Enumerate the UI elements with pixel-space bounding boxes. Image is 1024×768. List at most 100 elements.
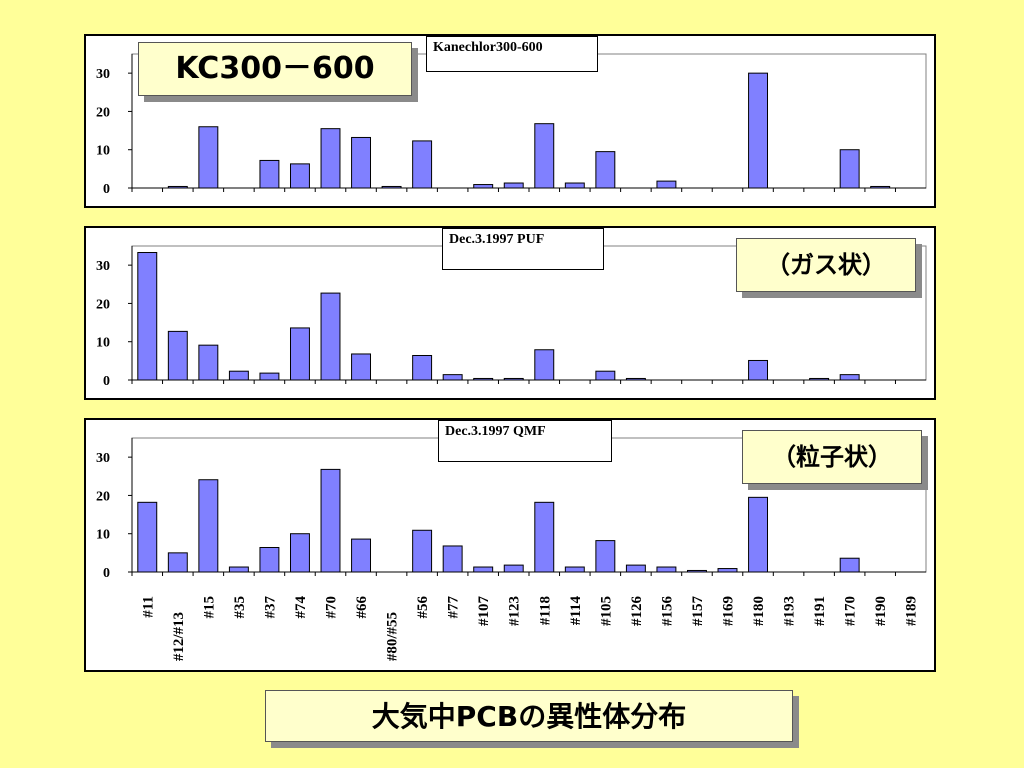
bar-156: [656, 180, 677, 189]
x-tick-label: #74: [293, 596, 309, 619]
y-tick-label: 10: [96, 528, 110, 543]
chart-svg: 0 10 20 30: [96, 53, 927, 197]
bar-35: [228, 370, 249, 381]
bar-105: [595, 370, 616, 381]
x-tick-label: #190: [873, 596, 889, 626]
x-tick-label: #80/#55: [385, 612, 401, 661]
bar-180: [748, 496, 769, 573]
bar-170: [839, 374, 860, 381]
bar-105: [595, 151, 616, 189]
x-tick-label: #126: [629, 596, 645, 627]
bar-126: [625, 564, 646, 573]
bar-118: [534, 123, 555, 189]
bar-169: [717, 568, 738, 573]
bar-123: [503, 564, 524, 573]
x-tick-label: #180: [751, 596, 767, 626]
bar-105: [595, 540, 616, 573]
bar-56: [412, 354, 433, 381]
chart-badge: （ガス状）: [736, 238, 916, 292]
bar-15: [198, 479, 219, 573]
y-tick-label: 30: [96, 451, 110, 466]
page-title: 大気中PCBの異性体分布: [265, 690, 793, 742]
chart-svg: 0 10 20 30 #11 #12/#13 #15 #35 #37 #74 #70 #66 #80/#…: [96, 437, 927, 661]
y-tick-label: 0: [103, 182, 110, 197]
x-tick-label: #37: [262, 596, 278, 619]
x-tick-label: #123: [507, 596, 523, 626]
x-tick-label: #15: [201, 596, 217, 619]
bar-37: [259, 159, 280, 189]
chart-panel-gas: 0 10 20 30 Dec.3.1997 PUF （ガス状）: [84, 226, 936, 400]
bar-1213: [167, 185, 188, 189]
bar-126: [625, 377, 646, 381]
x-tick-label: #66: [354, 596, 370, 619]
x-tick-label: #118: [537, 596, 553, 625]
bar-107: [473, 184, 494, 189]
bar-8055: [381, 185, 402, 189]
bar-74: [289, 533, 310, 573]
bar-35: [228, 566, 249, 573]
y-tick-label: 0: [103, 566, 110, 581]
x-tick-label: #193: [782, 596, 798, 626]
bar-11: [137, 501, 158, 573]
bar-56: [412, 140, 433, 189]
chart-svg: 0 10 20 30: [96, 245, 927, 389]
bar-107: [473, 566, 494, 573]
bar-170: [839, 149, 860, 189]
bar-66: [351, 136, 372, 189]
y-tick-label: 30: [96, 67, 110, 82]
x-tick-label: #77: [446, 596, 462, 619]
y-tick-label: 20: [96, 105, 110, 120]
x-tick-label: #105: [598, 596, 614, 626]
bar-74: [289, 163, 310, 189]
bar-191: [809, 377, 830, 381]
bar-180: [748, 72, 769, 189]
bar-107: [473, 377, 494, 381]
chart-subtitle: Kanechlor300-600: [426, 36, 598, 72]
x-tick-label: #35: [232, 596, 248, 619]
y-tick-label: 30: [96, 259, 110, 274]
x-tick-label: #169: [721, 596, 737, 626]
bar-66: [351, 538, 372, 573]
bar-114: [564, 566, 585, 573]
bar-11: [137, 252, 158, 381]
y-tick-label: 20: [96, 489, 110, 504]
x-tick-label: #170: [843, 596, 859, 626]
bar-1213: [167, 330, 188, 381]
x-tick-label: #56: [415, 596, 431, 619]
bar-170: [839, 557, 860, 573]
bar-190: [870, 185, 891, 189]
bar-156: [656, 566, 677, 573]
x-tick-label: #11: [140, 596, 156, 618]
bar-15: [198, 126, 219, 189]
bar-180: [748, 359, 769, 381]
x-tick-label: #12/#13: [171, 612, 187, 661]
bar-114: [564, 182, 585, 189]
bar-15: [198, 344, 219, 381]
bar-74: [289, 327, 310, 381]
x-tick-label: #114: [568, 596, 584, 626]
x-tick-label: #156: [659, 596, 675, 627]
bar-37: [259, 546, 280, 573]
bar-70: [320, 468, 341, 573]
x-tick-label: #70: [324, 596, 340, 619]
bar-77: [442, 545, 463, 573]
chart-subtitle: Dec.3.1997 PUF: [442, 228, 604, 270]
x-tick-label: #189: [904, 596, 920, 626]
bar-70: [320, 292, 341, 381]
bar-157: [686, 569, 707, 573]
bar-123: [503, 377, 524, 381]
bar-37: [259, 372, 280, 381]
bar-70: [320, 128, 341, 189]
y-tick-label: 10: [96, 144, 110, 159]
bar-1213: [167, 552, 188, 573]
x-tick-label: #157: [690, 596, 706, 627]
bar-77: [442, 374, 463, 381]
y-tick-label: 0: [103, 374, 110, 389]
x-tick-label: #107: [476, 596, 492, 627]
x-tick-label: #191: [812, 596, 828, 626]
chart-badge: （粒子状）: [742, 430, 922, 484]
bar-56: [412, 529, 433, 573]
chart-panel-particle: 0 10 20 30 #11 #12/#13 #15 #35 #37 #74 #70 #66 #80/#…: [84, 418, 936, 672]
y-tick-label: 10: [96, 336, 110, 351]
chart-subtitle: Dec.3.1997 QMF: [438, 420, 612, 462]
